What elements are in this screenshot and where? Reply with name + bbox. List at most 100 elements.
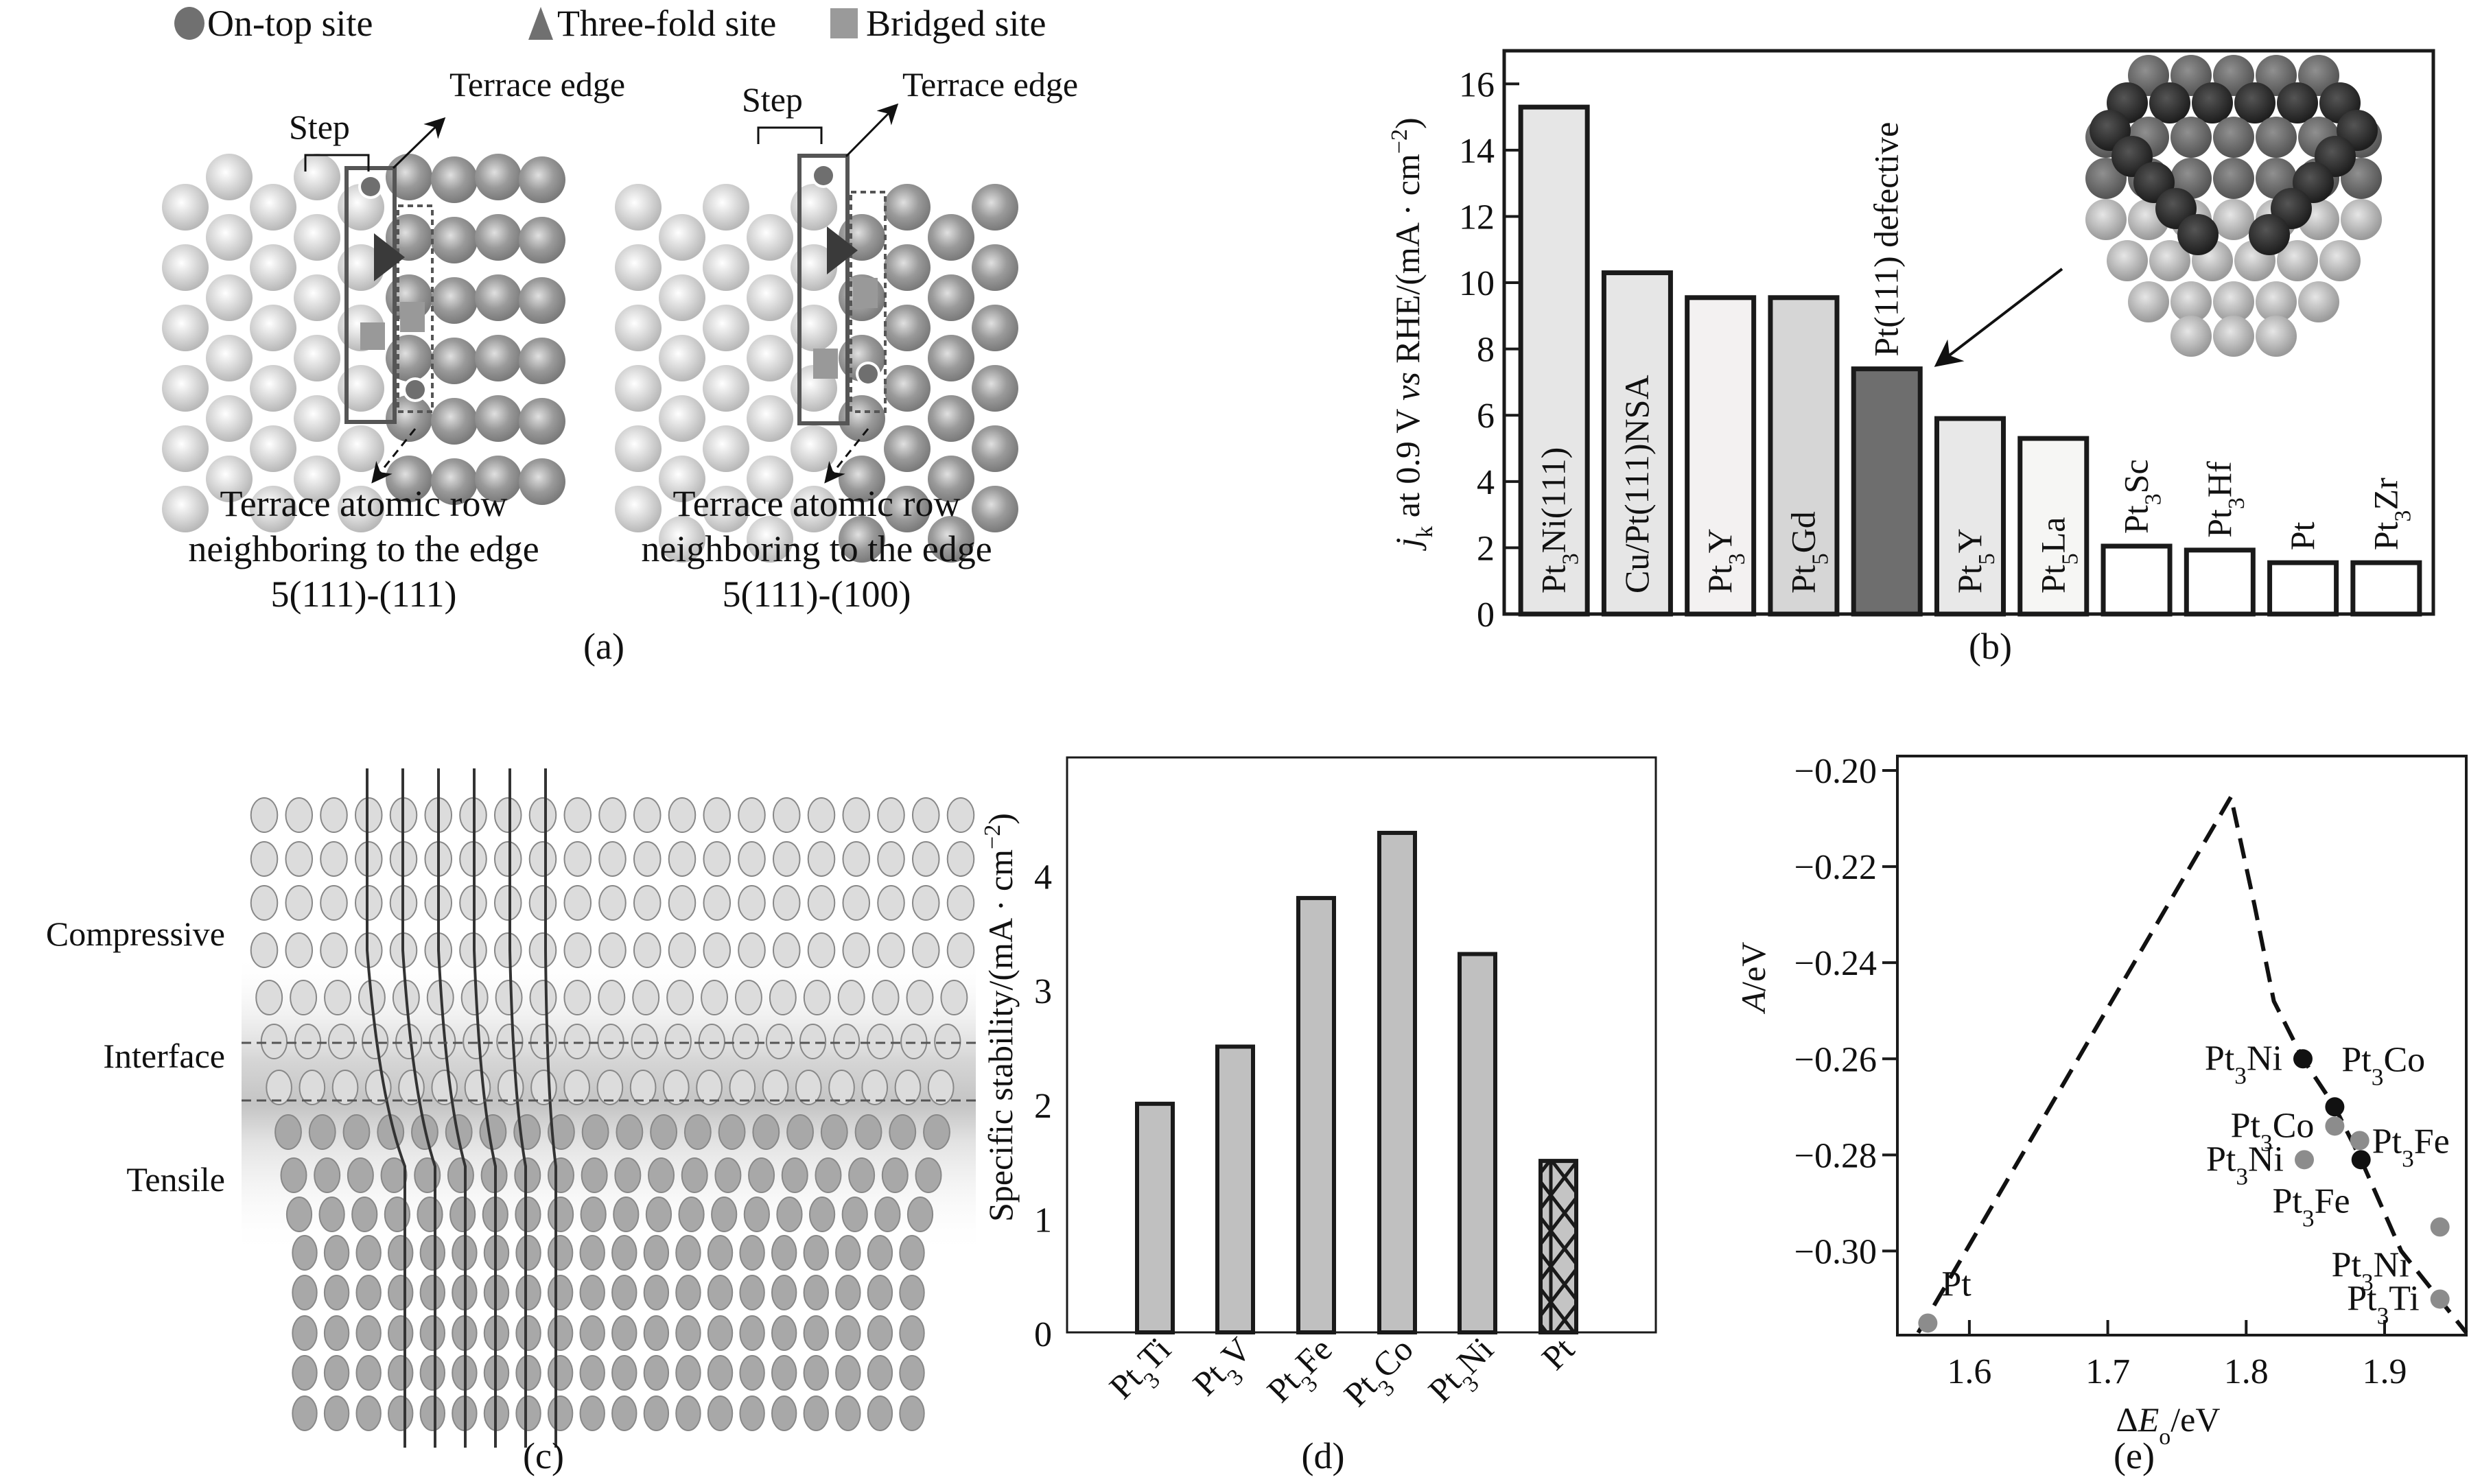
- lattice-atom: [292, 1235, 318, 1271]
- data-point-label: Pt: [1941, 1264, 1971, 1304]
- lattice-atom: [579, 1275, 605, 1310]
- terrace-atom: [703, 244, 749, 291]
- terrace-atom: [791, 184, 837, 231]
- bar-pt3sc: [2101, 543, 2173, 617]
- terrace-atom: [206, 456, 253, 502]
- label-rest: V: [1214, 1330, 1259, 1374]
- lattice-atom: [748, 1157, 775, 1193]
- lattice-atom: [388, 1275, 414, 1310]
- neighbor-row-arrow: [371, 428, 417, 484]
- lattice-atom: [354, 841, 383, 877]
- ylabel-vs: vs: [1388, 372, 1427, 401]
- bar-label: Pt5La: [2033, 517, 2083, 593]
- surface-miller-index: 5(111)-(100): [723, 574, 911, 615]
- ylabel-close: ): [981, 813, 1020, 825]
- y-tick-label: −0.22: [1794, 848, 1877, 887]
- lattice-atom: [899, 1235, 925, 1271]
- bar-label: Pt3Ni(111): [1534, 447, 1584, 593]
- row-caption-line-2: neighboring to the edge: [641, 528, 992, 569]
- lattice-atom: [323, 1315, 350, 1351]
- lattice-atom: [668, 885, 697, 921]
- x-tick-label: 1.7: [2085, 1352, 2130, 1391]
- step-atom: [519, 338, 565, 384]
- step-atom: [884, 486, 931, 532]
- strain-line: [437, 768, 467, 1448]
- step-atom: [475, 214, 522, 261]
- label-base: Pt(111) defective: [1867, 122, 1906, 357]
- terrace-edge-arrow: [845, 103, 899, 158]
- terrace-atom: [338, 244, 384, 291]
- lattice-atom: [528, 797, 557, 833]
- inset-atom: [2319, 240, 2361, 281]
- terrace-atom: [250, 365, 296, 412]
- data-point-gray: [2350, 1131, 2369, 1151]
- lattice-atom: [611, 1355, 637, 1391]
- bar-pt-111-defective: [1851, 366, 1923, 617]
- lattice-atom: [707, 1395, 734, 1431]
- lattice-atom: [698, 1024, 725, 1059]
- step-atom: [928, 335, 974, 381]
- lattice-atom: [871, 980, 900, 1015]
- inset-pointer-arrow: [1934, 268, 2063, 367]
- lattice-atom: [807, 885, 836, 921]
- lattice-atom: [807, 932, 836, 968]
- inset-atom: [2298, 281, 2339, 322]
- step-surface-model-2: Step Terrace edge Terrace atomic rowneighb…: [615, 65, 1078, 615]
- lattice-atom: [611, 1315, 637, 1351]
- lattice-atom: [946, 797, 975, 833]
- lattice-atom: [899, 1275, 925, 1310]
- data-point-gray: [2325, 1116, 2345, 1136]
- terrace-atom: [747, 335, 793, 381]
- data-point-gray: [2430, 1289, 2450, 1309]
- lattice-atom: [675, 1275, 701, 1310]
- lattice-atom: [299, 1070, 326, 1105]
- terrace-atom: [791, 244, 837, 291]
- label-base: Pt: [1941, 1264, 1971, 1304]
- terrace-atom: [791, 305, 837, 351]
- label-rest: Ni: [1449, 1330, 1501, 1381]
- label-base: Pt: [2332, 1245, 2362, 1284]
- lattice-atom: [867, 1275, 893, 1310]
- terrace-atom: [162, 425, 209, 472]
- lattice-atom: [320, 885, 348, 921]
- terrace-atom: [294, 335, 340, 381]
- label-rest: Hf: [2200, 461, 2238, 497]
- label-rest: Co: [1365, 1330, 1420, 1385]
- bar-pt5la: [2017, 436, 2090, 617]
- terrace-atom: [659, 335, 705, 381]
- lattice-atom: [877, 797, 905, 833]
- x-tick-label: 1.6: [1947, 1352, 1991, 1391]
- step-atom: [884, 365, 931, 412]
- y-axis-title: A/eV: [1734, 942, 1772, 1015]
- row-caption-line-1: Terrace atomic row: [220, 483, 508, 524]
- lattice-atom: [703, 841, 732, 877]
- y-tick-label: 1: [1034, 1201, 1052, 1240]
- lattice-atom: [734, 980, 762, 1015]
- inset-defect-atom: [2177, 214, 2219, 255]
- lattice-atom: [899, 1355, 925, 1391]
- lattice-atom: [835, 1395, 861, 1431]
- label-subscript: 3: [1558, 553, 1583, 565]
- label-subscript: 5: [2057, 553, 2083, 565]
- lattice-atom: [463, 1024, 490, 1059]
- row-caption-line-2: neighboring to the edge: [188, 528, 539, 569]
- terrace-atom: [703, 184, 749, 231]
- lattice-atom: [703, 797, 732, 833]
- lattice-atom: [449, 1197, 476, 1232]
- label-base: Pt: [1420, 1362, 1468, 1409]
- data-point-black: [2293, 1049, 2313, 1069]
- step-atom: [928, 214, 974, 261]
- bridged-site-icon: [400, 302, 425, 332]
- inset-atom: [2149, 82, 2190, 123]
- lattice-atom: [675, 1395, 701, 1431]
- bar-pt5y: [1934, 416, 2006, 617]
- legend-item-three-fold: Three-fold site: [528, 3, 776, 44]
- lattice-atom: [274, 1114, 302, 1150]
- panel-d-stability-chart: 0 1 2 3 4 Specific stability/(mA · cm−2) Pt3Ti…: [980, 756, 1657, 1476]
- terrace-atom: [747, 395, 793, 442]
- x-axis-title: ΔEo/eV: [2116, 1400, 2221, 1450]
- label-base: Pt: [2283, 521, 2321, 550]
- lattice-atom: [923, 1114, 950, 1150]
- lattice-atom: [266, 1070, 292, 1105]
